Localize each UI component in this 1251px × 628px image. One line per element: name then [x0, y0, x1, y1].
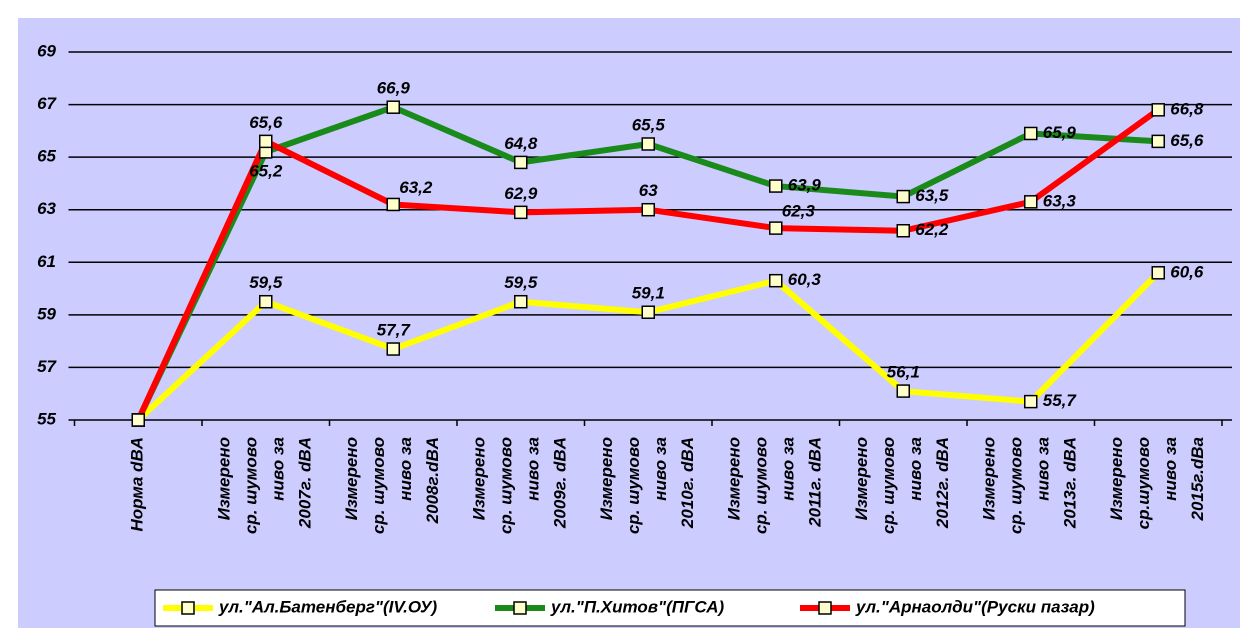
- x-tick-label: Измерено ср. шумово ниво за 2009г. dBA: [470, 437, 570, 534]
- y-tick-label: 69: [37, 41, 56, 60]
- legend-label: ул."П.Хитов"(ПГСА): [550, 597, 725, 616]
- chart-background: [18, 18, 1240, 628]
- legend-label: ул."Ал.Батенберг"(IV.ОУ): [218, 597, 438, 616]
- legend-label: ул."Арнаолди"(Руски пазар): [855, 597, 1095, 616]
- x-tick-label: Измерено ср.шумово ниво за 2015г.dBa: [1107, 437, 1207, 529]
- point-marker: [896, 384, 910, 398]
- y-tick-label: 65: [37, 147, 56, 166]
- x-tick-label: Измерено ср. шумово ниво за 2007г. dBA: [215, 437, 315, 534]
- y-tick-label: 67: [37, 94, 57, 113]
- x-tick-label: Измерено ср. шумово ниво за 2012г. dBA: [852, 437, 952, 534]
- plot: 59,5 57,7 59,5 59,1 60,3 56,1 55,7 60,6 65,2 66,9…: [131, 79, 1204, 427]
- data-label: 62,3: [782, 202, 816, 221]
- data-label: 63,5: [915, 186, 949, 205]
- point-marker: [1151, 134, 1165, 149]
- point-marker: [514, 294, 528, 309]
- y-tick-label: 57: [37, 357, 57, 376]
- y-tick-label: 59: [37, 304, 56, 323]
- data-label: 65,5: [632, 115, 666, 134]
- point-marker: [641, 305, 655, 319]
- point-marker: [1024, 195, 1038, 209]
- data-label: 59,5: [249, 273, 283, 292]
- data-label: 63: [639, 181, 658, 200]
- data-label: 55,7: [1043, 391, 1078, 410]
- point-marker: [641, 202, 655, 217]
- x-tick-label: Измерено ср. шумово ниво за 2008г.dBA: [342, 437, 442, 534]
- data-label: 60,3: [788, 270, 822, 289]
- data-label: 66,8: [1170, 99, 1204, 118]
- point-marker: [514, 205, 528, 220]
- legend-marker: [818, 601, 832, 615]
- point-marker: [896, 223, 910, 238]
- data-label: 65,9: [1043, 123, 1077, 142]
- point-marker: [1151, 266, 1165, 280]
- y-tick-label: 63: [37, 199, 56, 218]
- point-marker: [386, 100, 400, 114]
- point-marker: [386, 197, 400, 212]
- data-label: 64,8: [504, 134, 538, 153]
- data-label: 65,6: [1170, 131, 1204, 150]
- x-tick-label: Норма dBA: [128, 437, 147, 532]
- point-marker: [769, 179, 783, 193]
- point-marker: [259, 294, 273, 309]
- point-marker: [1024, 126, 1038, 141]
- grid: 55 57 59 61 63 65 67 69 Норма dBA Измерено ср. шум…: [37, 41, 1232, 534]
- data-label: 56,1: [887, 363, 920, 382]
- point-marker: [131, 413, 145, 427]
- x-tick-label: Измерено ср. шумово ниво за 2013г. dBA: [980, 437, 1080, 534]
- point-marker: [259, 134, 273, 149]
- data-label: 57,7: [377, 321, 412, 340]
- data-label: 66,9: [377, 79, 411, 98]
- point-marker: [896, 189, 910, 204]
- point-marker: [1024, 394, 1038, 409]
- legend-box: [154, 589, 1186, 627]
- data-label: 60,6: [1170, 262, 1204, 281]
- data-label: 62,9: [504, 184, 538, 203]
- point-marker: [386, 342, 400, 356]
- x-tick-label: Измерено ср. шумово ниво за 2011г. dBA: [725, 437, 825, 534]
- legend: ул."Ал.Батенберг"(IV.ОУ) ул."П.Хитов"(ПГС…: [154, 589, 1186, 627]
- point-marker: [769, 273, 783, 288]
- data-label: 63,3: [1043, 191, 1077, 210]
- point-marker: [641, 137, 655, 151]
- point-marker: [1151, 103, 1165, 117]
- legend-marker: [513, 601, 527, 615]
- data-label: 59,1: [632, 284, 665, 303]
- legend-marker: [181, 601, 195, 615]
- point-marker: [514, 155, 528, 170]
- data-label: 59,5: [504, 273, 538, 292]
- data-label: 63,2: [399, 178, 433, 197]
- data-label: 65,6: [249, 113, 283, 132]
- y-tick-label: 61: [37, 252, 56, 271]
- data-label: 65,2: [249, 161, 283, 180]
- data-label: 63,9: [788, 176, 822, 195]
- point-marker: [769, 221, 783, 235]
- data-label: 62,2: [915, 220, 949, 239]
- y-tick-label: 55: [37, 409, 56, 428]
- x-tick-label: Измерено ср. шумово ниво за 2010г. dBA: [597, 437, 697, 534]
